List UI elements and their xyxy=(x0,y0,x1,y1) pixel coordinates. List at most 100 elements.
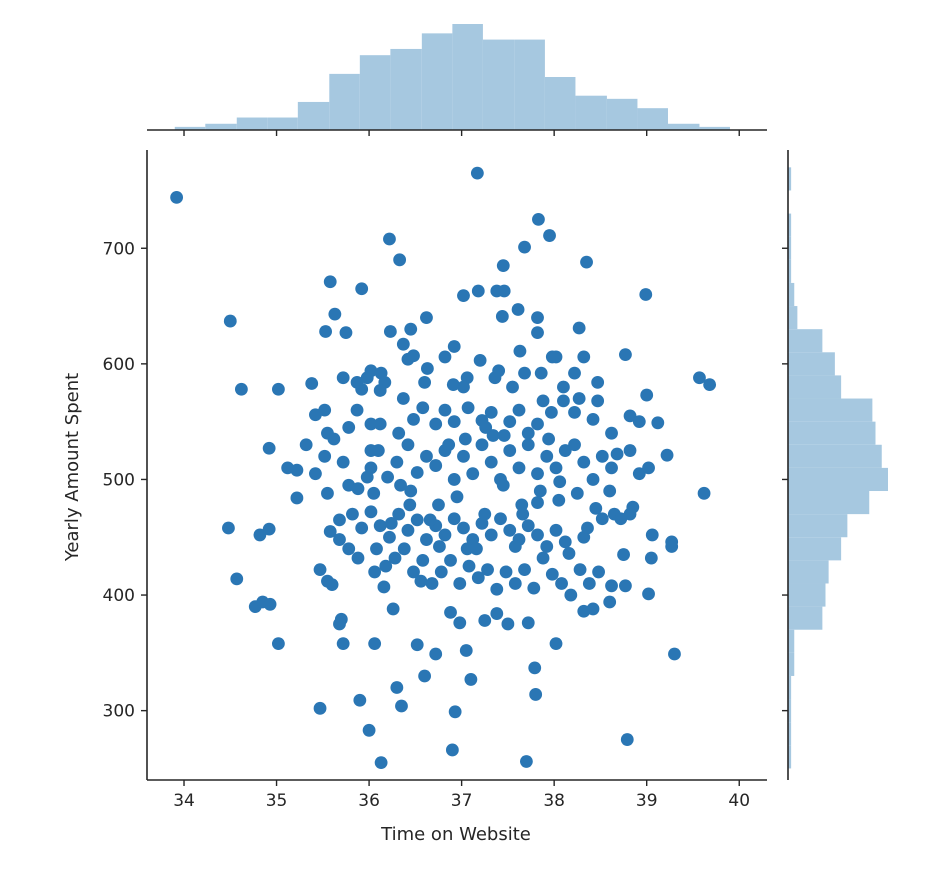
scatter-point xyxy=(272,637,285,650)
scatter-point xyxy=(549,523,563,537)
scatter-point xyxy=(558,444,572,457)
histogram-bar xyxy=(788,675,792,700)
histogram-bar xyxy=(236,117,268,130)
scatter-point xyxy=(457,521,470,535)
histogram-bar xyxy=(788,375,842,399)
scatter-point xyxy=(557,380,570,394)
scatter-point xyxy=(513,344,527,358)
scatter-point xyxy=(512,461,526,475)
histogram-bar xyxy=(575,95,607,130)
histogram-bar xyxy=(788,282,795,307)
histogram-bar xyxy=(205,123,237,130)
scatter-point xyxy=(703,378,717,392)
scatter-point xyxy=(473,353,487,367)
histogram-bar xyxy=(174,126,206,130)
scatter-point xyxy=(484,528,498,542)
scatter-point xyxy=(407,565,420,579)
scatter-point xyxy=(564,588,578,602)
scatter-point xyxy=(272,382,285,396)
scatter-point xyxy=(429,459,443,472)
scatter-point xyxy=(490,582,504,596)
scatter-point xyxy=(328,307,342,321)
histogram-bar xyxy=(788,722,792,746)
y-tick-label: 300 xyxy=(103,702,135,722)
histogram-bar xyxy=(788,514,848,538)
scatter-point xyxy=(313,563,327,577)
scatter-point xyxy=(410,638,424,652)
scatter-point xyxy=(390,455,404,469)
histogram-bar xyxy=(788,421,876,445)
scatter-point xyxy=(362,723,376,737)
scatter-point xyxy=(353,693,367,707)
scatter-point xyxy=(557,394,570,408)
histogram-bar xyxy=(637,108,668,130)
scatter-point xyxy=(577,350,591,364)
scatter-point xyxy=(364,364,378,378)
scatter-point xyxy=(693,371,706,385)
scatter-point xyxy=(392,426,406,440)
scatter-point xyxy=(494,512,507,526)
scatter-point xyxy=(531,326,544,340)
scatter-point xyxy=(333,513,346,527)
scatter-point xyxy=(416,401,430,415)
scatter-point xyxy=(414,574,428,588)
scatter-point xyxy=(457,289,470,303)
scatter-point xyxy=(499,565,513,579)
scatter-point xyxy=(410,513,424,527)
scatter-point xyxy=(496,478,510,492)
scatter-point xyxy=(446,378,460,392)
scatter-point xyxy=(617,548,630,561)
histogram-bar xyxy=(788,583,826,607)
scatter-point xyxy=(632,415,646,429)
scatter-point xyxy=(457,380,470,394)
histogram-bar xyxy=(788,652,795,676)
scatter-point xyxy=(401,438,415,452)
histogram-bar xyxy=(788,213,792,237)
histogram-bar xyxy=(267,117,298,130)
scatter-point xyxy=(299,438,313,452)
histogram-bar xyxy=(667,123,700,130)
scatter-point xyxy=(355,521,369,535)
scatter-point xyxy=(521,438,535,452)
scatter-point xyxy=(290,491,304,505)
scatter-point xyxy=(401,352,415,366)
scatter-point xyxy=(223,314,237,328)
scatter-point xyxy=(333,617,346,631)
scatter-point xyxy=(651,416,665,430)
scatter-point xyxy=(484,455,498,469)
scatter-point xyxy=(471,284,485,298)
scatter-point xyxy=(373,519,387,533)
scatter-point xyxy=(336,637,350,650)
scatter-point xyxy=(425,577,439,590)
scatter-point xyxy=(592,565,605,579)
scatter-point xyxy=(470,166,484,180)
scatter-point xyxy=(319,325,332,338)
scatter-point xyxy=(461,401,475,415)
scatter-point xyxy=(555,577,568,590)
scatter-point xyxy=(545,567,559,581)
scatter-point xyxy=(401,523,415,537)
scatter-point xyxy=(518,240,531,254)
scatter-point xyxy=(531,311,544,325)
scatter-point xyxy=(572,321,586,335)
scatter-point xyxy=(438,528,452,542)
scatter-point xyxy=(323,525,337,538)
scatter-point xyxy=(619,348,632,362)
scatter-point xyxy=(549,461,563,475)
scatter-point xyxy=(553,475,567,489)
scatter-point xyxy=(368,565,382,579)
histogram-bar xyxy=(544,77,576,130)
scatter-point xyxy=(589,501,603,515)
scatter-point xyxy=(595,512,609,526)
scatter-point xyxy=(529,688,543,701)
histogram-bar xyxy=(390,48,422,130)
scatter-point xyxy=(464,673,478,686)
histogram-bar xyxy=(421,33,453,131)
histogram-bar xyxy=(788,236,792,260)
scatter-point xyxy=(586,602,600,616)
scatter-point xyxy=(429,647,443,661)
scatter-point xyxy=(511,303,525,316)
scatter-point xyxy=(383,232,396,246)
scatter-point xyxy=(577,455,591,469)
